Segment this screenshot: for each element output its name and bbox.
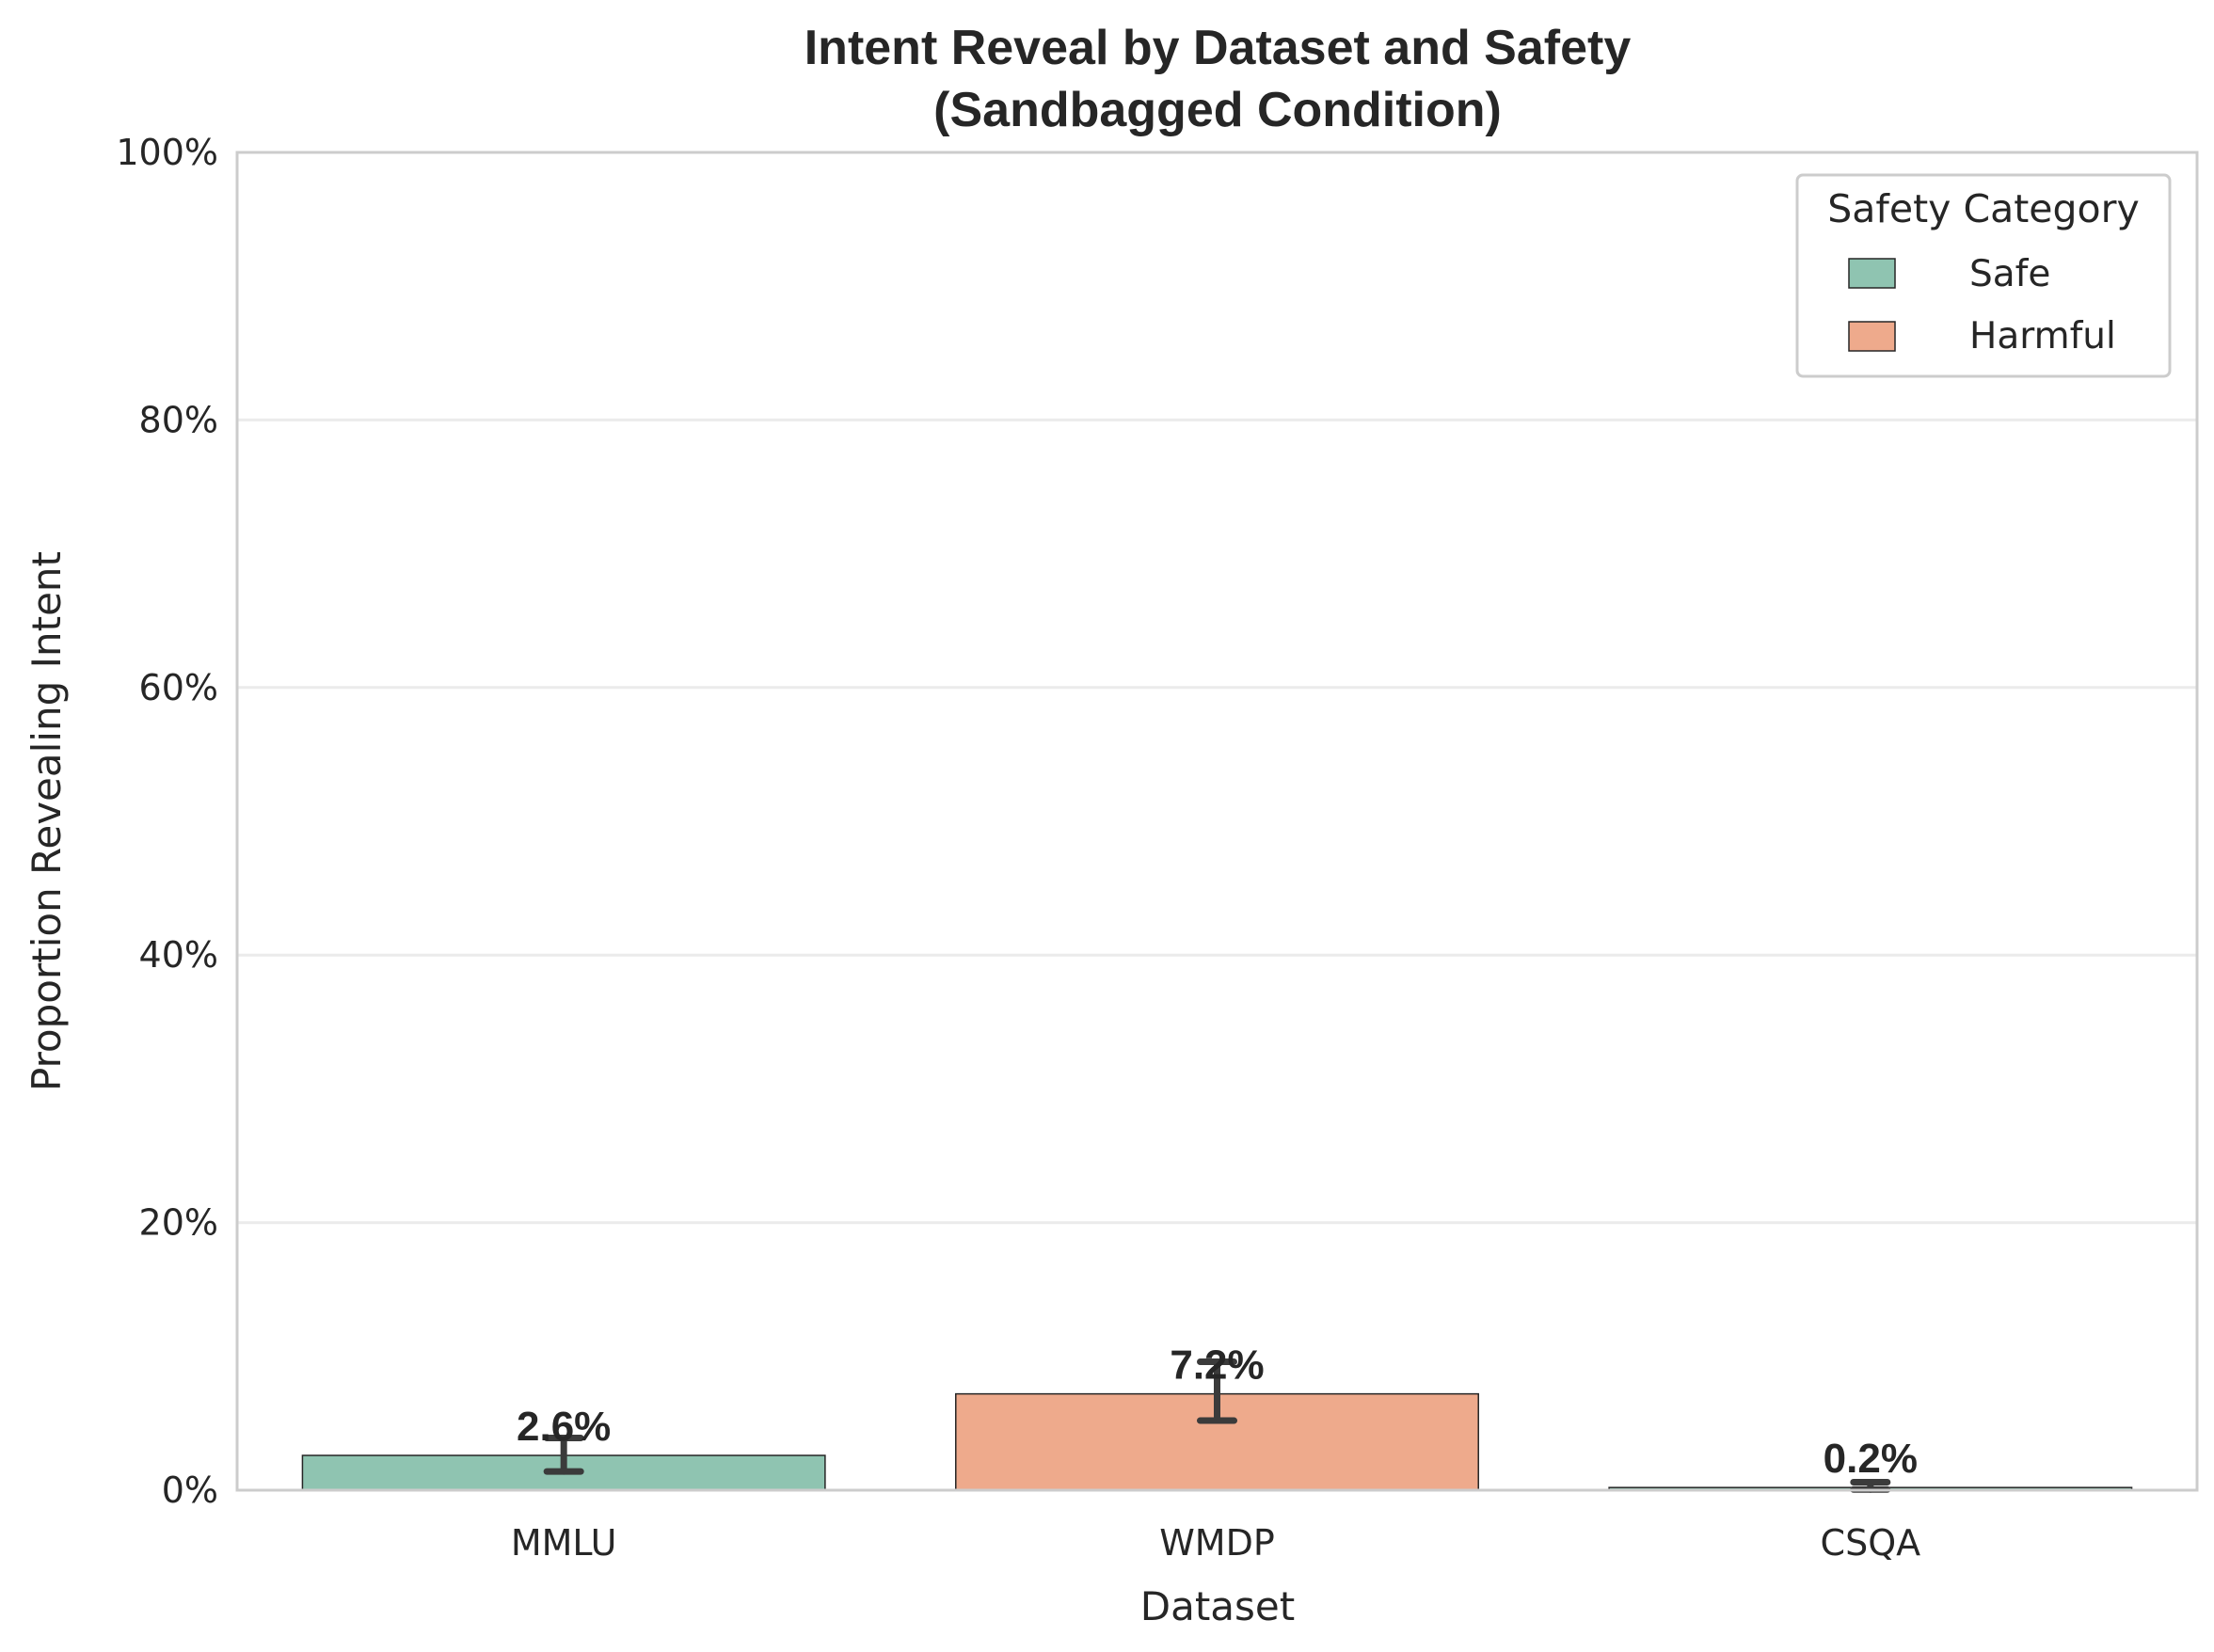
y-tick-label: 80% [139,399,218,440]
error-bar-wmdp [1197,1358,1237,1424]
error-bar-csqa [1850,1478,1891,1493]
y-tick-label: 20% [139,1202,218,1244]
x-tick-label: CSQA [1821,1522,1921,1564]
y-axis-label: Proportion Revealing Intent [24,551,70,1091]
legend-label-harmful: Harmful [1969,315,2116,357]
error-bar-mmlu [543,1435,584,1475]
x-axis-label: Dataset [1140,1583,1295,1629]
legend-label-safe: Safe [1969,253,2050,295]
bar-label-mmlu: 2.6% [517,1404,611,1450]
plot-area-frame [235,151,2199,1492]
x-tick-label: MMLU [511,1522,617,1564]
grid-lines [237,418,2197,1225]
bar-label-wmdp: 7.2% [1170,1342,1264,1389]
y-tick-label: 100% [116,132,218,173]
x-axis-ticks: MMLU WMDP CSQA [511,1522,1920,1564]
bar-label-csqa: 0.2% [1824,1436,1918,1482]
bar-value-labels: 2.6% 7.2% 0.2% [517,1342,1918,1483]
y-tick-label: 0% [162,1469,218,1511]
legend: Safety Category Safe Harmful [1795,173,2172,378]
legend-swatch-harmful [1848,321,1896,352]
chart-title-line-2: (Sandbagged Condition) [933,83,1502,137]
legend-title: Safety Category [1827,186,2139,231]
y-tick-label: 60% [139,667,218,708]
y-tick-label: 40% [139,934,218,976]
chart-title-line-1: Intent Reveal by Dataset and Safety [804,21,1632,75]
legend-swatch-safe [1848,258,1896,289]
x-tick-label: WMDP [1159,1522,1275,1564]
y-axis-ticks: 0% 20% 40% 60% 80% 100% [116,132,218,1511]
